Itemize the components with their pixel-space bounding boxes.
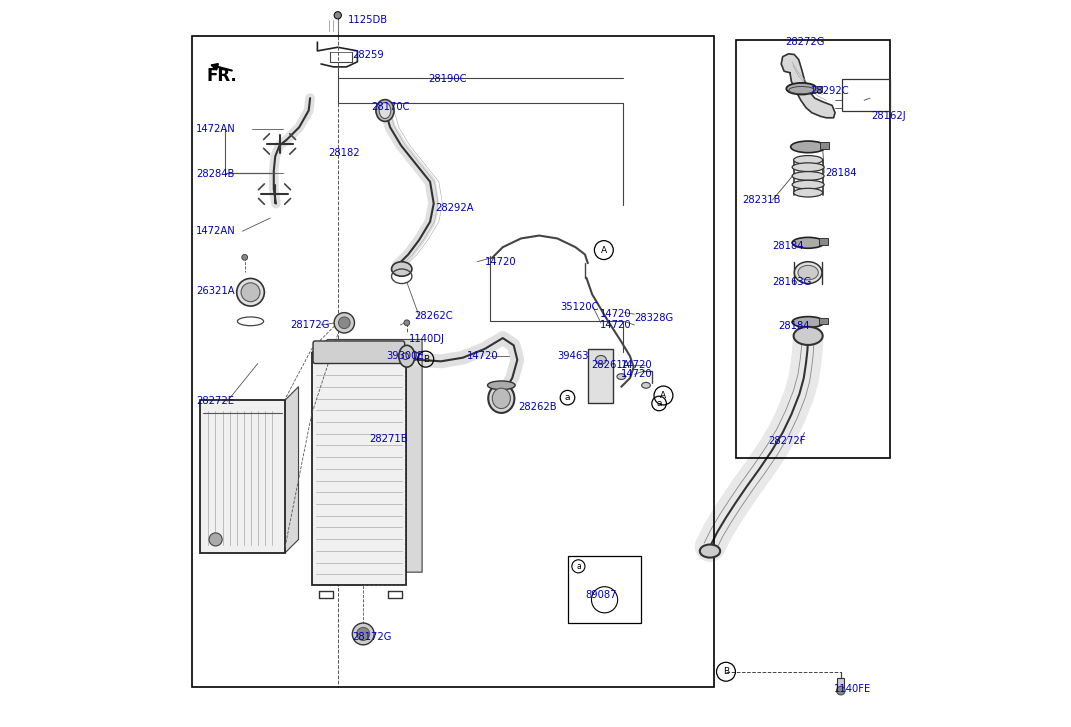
Text: 28272G: 28272G [785,37,825,47]
Text: 39463: 39463 [557,351,589,361]
Bar [736,40,890,458]
Bar [588,349,614,403]
Text: FR.: FR. [207,68,238,85]
Text: 28172G: 28172G [290,320,329,330]
Text: 28231B: 28231B [742,195,781,205]
Text: 1472AN: 1472AN [196,124,236,134]
Text: 14720: 14720 [467,351,498,361]
Ellipse shape [488,384,514,413]
Bar [820,142,829,149]
Ellipse shape [793,163,824,172]
Circle shape [242,254,247,260]
Text: 35120C: 35120C [560,302,599,312]
Text: 28170C: 28170C [372,102,410,112]
Circle shape [334,12,342,19]
Ellipse shape [699,545,720,558]
Text: 14720: 14720 [600,320,632,330]
Circle shape [352,623,374,645]
Text: a: a [657,399,662,408]
Text: 28272E: 28272E [196,396,233,406]
Text: A: A [601,246,607,254]
Ellipse shape [793,317,824,327]
Text: 14720: 14720 [621,369,653,379]
Ellipse shape [493,388,511,409]
Text: 28162J: 28162J [872,111,906,121]
Text: 14720: 14720 [484,257,516,267]
Ellipse shape [642,382,650,388]
Ellipse shape [617,374,625,379]
Polygon shape [285,387,299,553]
Text: 28292A: 28292A [435,203,473,213]
Bar [569,556,640,623]
Text: 89087: 89087 [586,590,617,601]
Circle shape [334,313,355,333]
Polygon shape [781,54,835,118]
Ellipse shape [786,83,817,95]
Text: a: a [564,393,570,402]
Ellipse shape [376,100,394,121]
Text: 28172G: 28172G [352,632,392,642]
Text: 28261A: 28261A [591,360,630,370]
Polygon shape [312,340,422,572]
Text: 26321A: 26321A [196,286,235,296]
Ellipse shape [487,381,515,390]
Bar [813,86,821,92]
Ellipse shape [237,278,265,306]
Bar [819,318,828,324]
Text: 28271B: 28271B [369,434,408,444]
Text: 1125DB: 1125DB [348,15,388,25]
Ellipse shape [790,141,826,153]
Bar [842,79,890,111]
Text: 28182: 28182 [329,148,360,158]
Text: 39300E: 39300E [387,351,424,361]
Text: 28184: 28184 [772,241,804,251]
Circle shape [357,627,369,640]
Ellipse shape [794,156,823,164]
Text: 28184: 28184 [825,168,857,178]
Text: 28262B: 28262B [518,402,557,412]
Text: 28284B: 28284B [196,169,235,180]
Text: 28328G: 28328G [634,313,674,324]
Text: 1472AN: 1472AN [196,226,236,236]
Text: 28262C: 28262C [414,311,453,321]
Text: 14720: 14720 [600,309,632,319]
Text: 28190C: 28190C [428,74,467,84]
Ellipse shape [595,356,606,364]
Circle shape [209,533,222,546]
Text: 1140DJ: 1140DJ [409,334,444,344]
Ellipse shape [793,237,824,248]
Text: a: a [576,562,580,571]
FancyBboxPatch shape [313,341,405,364]
Ellipse shape [241,283,260,302]
Bar [838,678,844,689]
Ellipse shape [402,353,409,360]
Bar [819,238,828,245]
Circle shape [338,317,350,329]
Circle shape [404,320,410,326]
Text: B: B [423,355,428,364]
Ellipse shape [794,188,823,197]
Text: 14720: 14720 [621,360,653,370]
Ellipse shape [795,262,821,284]
Bar [312,353,406,585]
Text: 28259: 28259 [352,50,384,60]
Bar [199,400,285,553]
Ellipse shape [794,327,823,345]
Ellipse shape [793,172,824,180]
Text: 28184: 28184 [779,321,810,331]
Text: 1140FE: 1140FE [833,684,871,694]
Text: B: B [723,667,729,676]
Ellipse shape [392,262,412,276]
Ellipse shape [798,265,818,280]
Ellipse shape [379,103,391,119]
Text: 28272F: 28272F [768,436,805,446]
Bar [193,36,714,687]
Circle shape [836,686,845,695]
Ellipse shape [398,345,414,367]
Text: A: A [661,391,666,400]
Ellipse shape [793,180,824,189]
Text: 28292C: 28292C [811,86,849,96]
Text: 28163G: 28163G [772,277,812,287]
